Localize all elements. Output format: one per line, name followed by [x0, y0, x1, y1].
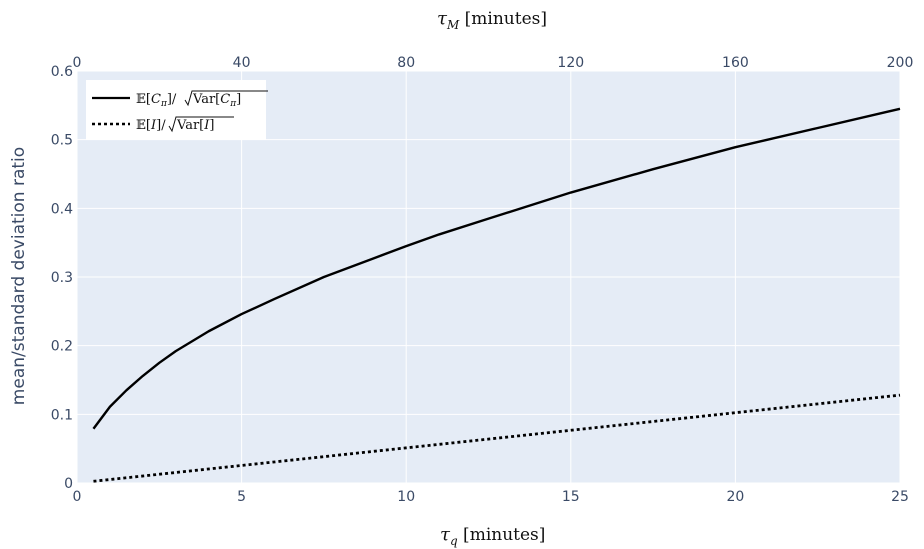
- x2-tick-label: 80: [397, 55, 415, 71]
- y-tick-label: 0.5: [51, 133, 73, 149]
- svg-text:Var[I]: Var[I]: [176, 118, 214, 133]
- svg-text:𝔼[I]/: 𝔼[I]/: [136, 118, 166, 133]
- y-tick-label: 0.6: [51, 64, 73, 80]
- x2-tick-label: 0: [73, 55, 82, 71]
- svg-text:Var[Cπ]: Var[Cπ]: [192, 92, 241, 109]
- x2-tick-label: 40: [233, 55, 251, 71]
- y-tick-label: 0.1: [51, 407, 73, 423]
- y-tick-label: 0: [64, 476, 73, 492]
- x-tick-label: 20: [726, 489, 744, 505]
- grid-lines: [76, 70, 901, 484]
- y-tick-label: 0.4: [51, 201, 73, 217]
- y-axis-title: mean/standard deviation ratio: [9, 147, 29, 405]
- x-axis-title: τq [minutes]: [440, 524, 545, 548]
- x2-axis-title: τM [minutes]: [437, 8, 547, 32]
- x-tick-label: 5: [237, 489, 246, 505]
- tick-labels: 0 5 10 15 20 25 0 40 80 120 160 200 0 0.1 0.2 0.3 0.4 0.5…: [51, 55, 914, 505]
- x-tick-label: 25: [891, 489, 909, 505]
- x-tick-label: 0: [73, 489, 82, 505]
- legend-label-c-pi: 𝔼[Cπ]/ Var[Cπ]: [136, 90, 268, 109]
- legend-box: [86, 80, 266, 140]
- x2-tick-label: 200: [887, 55, 914, 71]
- y-tick-label: 0.3: [51, 270, 73, 286]
- svg-text:τM [minutes]: τM [minutes]: [437, 8, 547, 32]
- x2-tick-label: 160: [722, 55, 749, 71]
- legend: 𝔼[Cπ]/ Var[Cπ] 𝔼[I]/ Var[I]: [86, 80, 268, 140]
- x-tick-label: 15: [562, 489, 580, 505]
- series-layer: [92, 107, 901, 483]
- x-tick-label: 10: [397, 489, 415, 505]
- series-line-c-pi: [92, 107, 901, 430]
- legend-label-i: 𝔼[I]/ Var[I]: [136, 116, 234, 133]
- svg-text:𝔼[Cπ]/: 𝔼[Cπ]/: [136, 92, 177, 109]
- svg-text:τq [minutes]: τq [minutes]: [440, 524, 545, 548]
- x2-tick-label: 120: [557, 55, 584, 71]
- y-tick-label: 0.2: [51, 339, 73, 355]
